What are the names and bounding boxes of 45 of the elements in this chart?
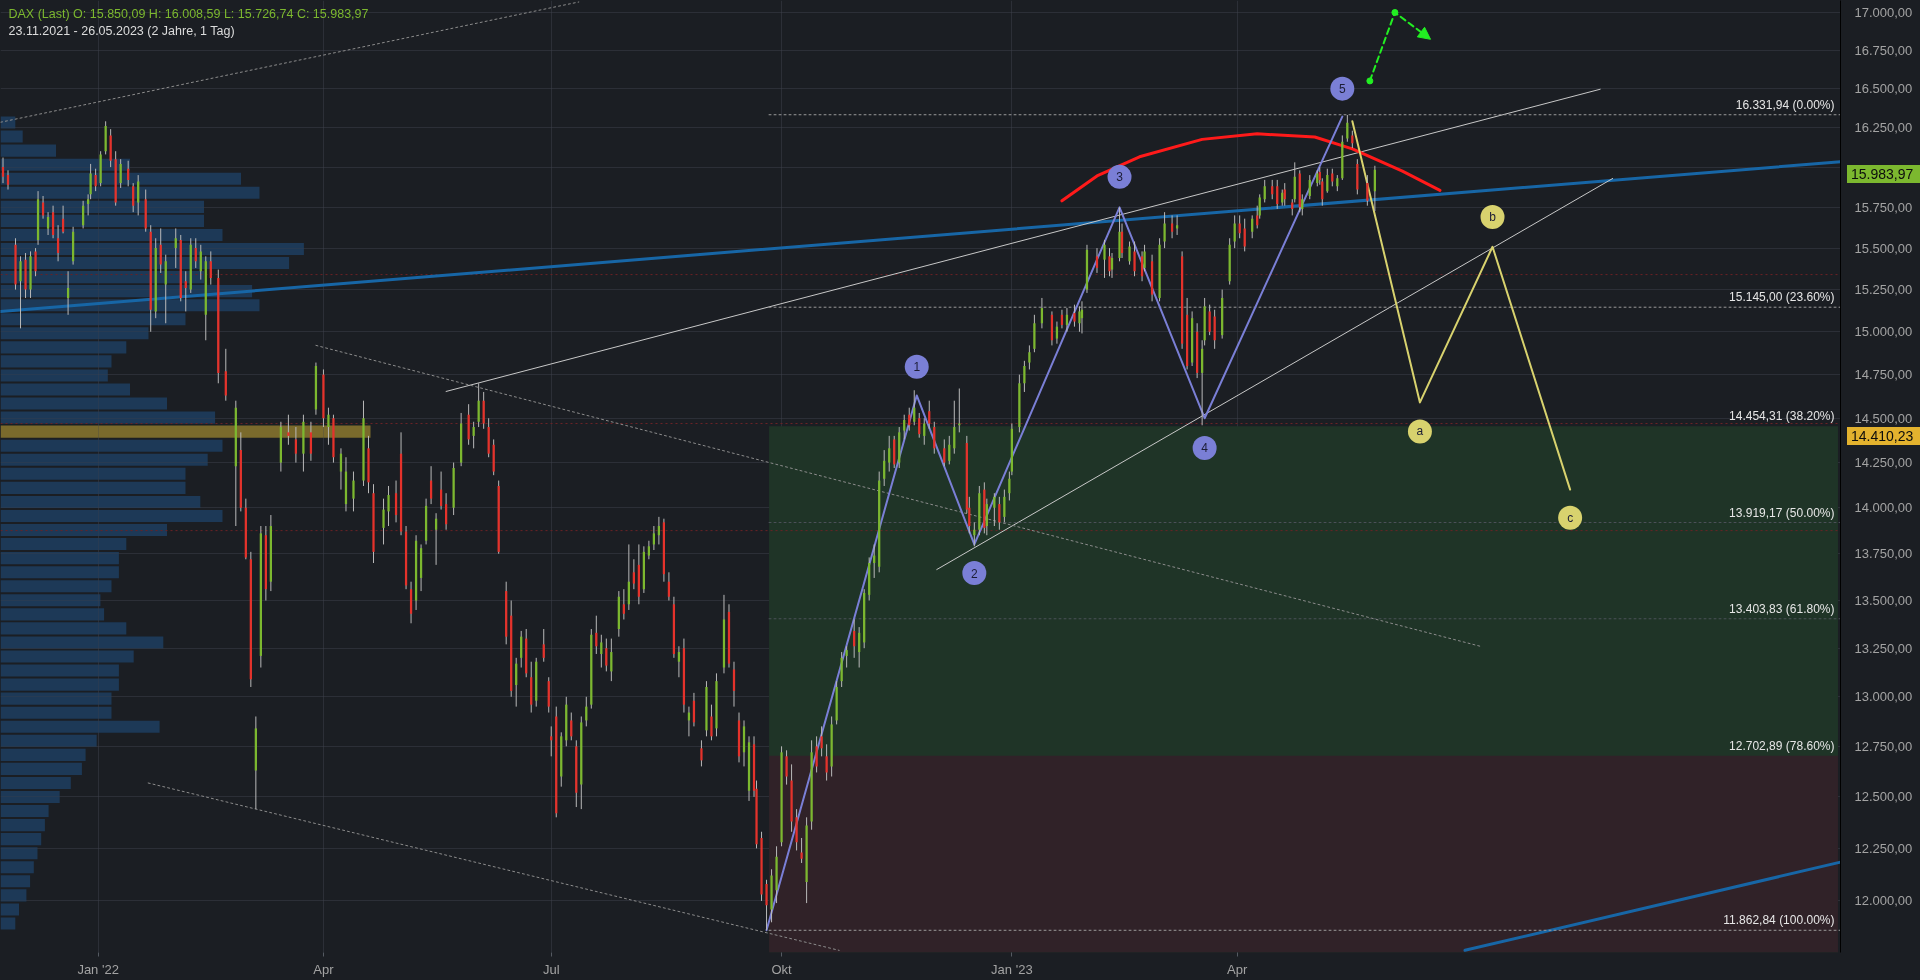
x-tick-label: Okt [771, 961, 793, 977]
text: 23.11.2021 - 26.05.2023 (2 Jahre, 1 Tag) [8, 23, 235, 38]
annotation: 13.919,17 (50.00%) [1729, 505, 1835, 520]
x-tick-label: Apr [313, 961, 335, 977]
y-tick-label: 13.500,00 [1854, 593, 1913, 609]
annotation: 15.145,00 (23.60%) [1729, 290, 1835, 305]
y-tick-label: 15.750,00 [1854, 199, 1913, 215]
text: 14.410,23 [1851, 427, 1914, 446]
y-tick-label: 16.250,00 [1854, 120, 1913, 136]
y-tick-label: 12.250,00 [1854, 840, 1913, 856]
annotation: 13.403,83 (61.80%) [1729, 601, 1835, 616]
y-tick-label: 15.250,00 [1854, 282, 1913, 298]
y-tick-label: 14.750,00 [1854, 367, 1913, 383]
y-tick-label: 15.500,00 [1854, 240, 1913, 256]
x-tick-label: Apr [1227, 961, 1248, 977]
y-tick-label: 14.500,00 [1854, 410, 1913, 426]
annotation: 14.454,31 (38.20%) [1729, 409, 1835, 424]
y-tick-label: 15.000,00 [1854, 324, 1913, 340]
annotation: 5 [1338, 82, 1346, 97]
annotation: 11.862,84 (100.00%) [1723, 913, 1835, 928]
y-tick-label: 13.000,00 [1854, 689, 1913, 705]
annotation: c [1567, 510, 1574, 525]
y-tick-label: 14.250,00 [1854, 455, 1913, 471]
y-tick-label: 14.000,00 [1854, 500, 1913, 516]
annotation: 12.702,89 (78.60%) [1729, 738, 1835, 753]
text: DAX (Last) O: 15.850,09 H: 16.008,59 L: 15.726,74 C: 15.983,97 [8, 6, 369, 21]
x-tick-label: Jan '22 [77, 961, 119, 977]
annotation: a [1416, 424, 1424, 439]
annotation: 16.331,94 (0.00%) [1735, 97, 1835, 112]
x-tick-label: Jan '23 [991, 961, 1033, 977]
y-tick-label: 16.500,00 [1854, 81, 1913, 97]
y-tick-label: 12.000,00 [1854, 893, 1913, 909]
annotation: 3 [1116, 170, 1124, 185]
x-tick-label: Jul [542, 961, 560, 977]
y-tick-label: 13.250,00 [1854, 640, 1913, 656]
y-tick-label: 12.750,00 [1854, 738, 1913, 754]
y-tick-label: 17.000,00 [1854, 4, 1913, 20]
annotation: b [1489, 210, 1497, 225]
text: 15.983,97 [1851, 165, 1914, 184]
annotation: 1 [913, 360, 921, 375]
y-tick-label: 13.750,00 [1854, 546, 1913, 562]
annotation: 2 [970, 566, 978, 581]
annotation: 4 [1201, 441, 1209, 456]
y-tick-label: 12.500,00 [1854, 789, 1913, 805]
y-tick-label: 16.750,00 [1854, 42, 1913, 58]
